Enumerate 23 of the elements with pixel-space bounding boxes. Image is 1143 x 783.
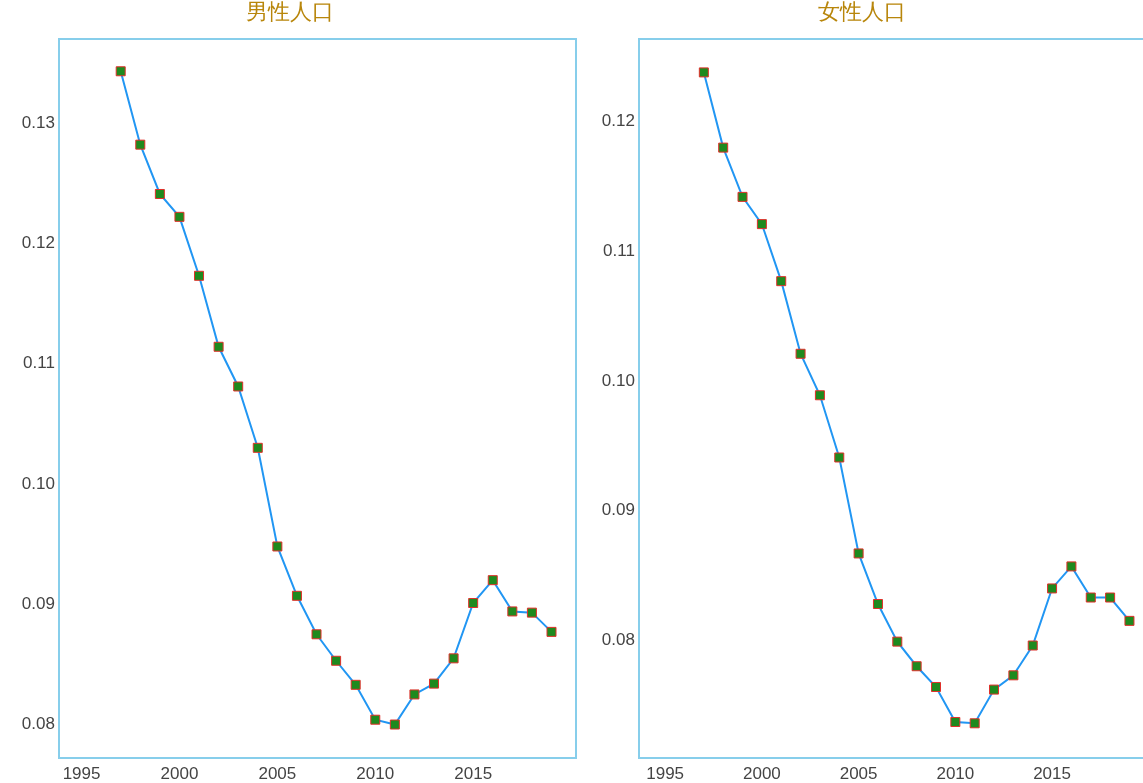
- x-tick-label: 2010: [936, 764, 975, 783]
- x-tick-label: 2015: [454, 764, 493, 783]
- y-tick-label: 0.12: [601, 111, 635, 131]
- y-tick-label: 0.09: [21, 593, 55, 613]
- x-tick-label: 2015: [1033, 764, 1071, 783]
- chart-title: 女性人口: [817, 0, 906, 25]
- y-tick-label: 0.13: [21, 112, 55, 132]
- y-tick-label: 0.10: [601, 370, 635, 390]
- x-tick-label: 2005: [839, 764, 878, 783]
- y-tick-label: 0.12: [21, 233, 55, 253]
- y-tick-label: 0.11: [23, 353, 55, 373]
- y-tick-label: 0.10: [21, 473, 55, 493]
- x-tick-label: 2000: [160, 764, 199, 783]
- y-tick-label: 0.09: [601, 500, 635, 520]
- x-tick-label: 2005: [258, 764, 297, 783]
- y-tick-label: 0.08: [21, 714, 55, 734]
- chart-title: 男性人口: [246, 0, 334, 25]
- y-tick-label: 0.08: [601, 629, 635, 649]
- x-tick-label: 2000: [742, 764, 781, 783]
- y-tick-label: 0.11: [603, 240, 635, 260]
- x-tick-label: 2010: [356, 764, 395, 783]
- x-tick-label: 1995: [62, 764, 101, 783]
- x-tick-label: 1995: [646, 764, 685, 783]
